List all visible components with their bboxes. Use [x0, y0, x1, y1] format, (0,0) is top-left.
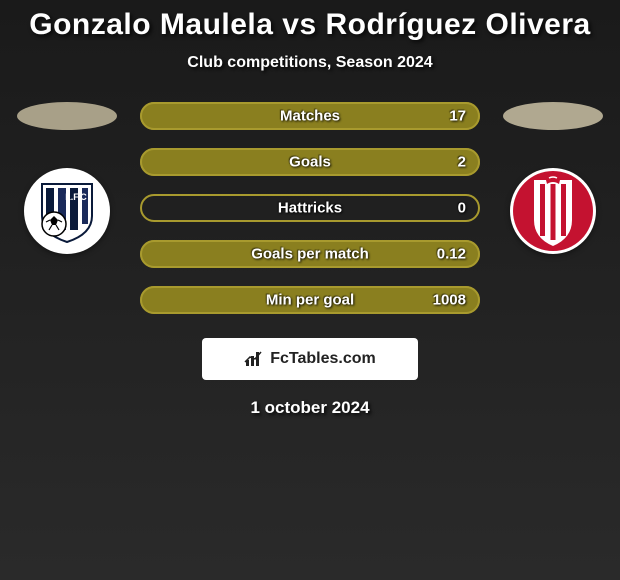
- subtitle: Club competitions, Season 2024: [0, 54, 620, 72]
- shield-icon: L.F.C: [32, 176, 102, 246]
- stat-value-right: 1008: [433, 292, 466, 309]
- comparison-panel: L.F.C Matches 17 Goals 2 Hattricks 0 Goa…: [0, 102, 620, 314]
- stat-value-right: 0.12: [437, 246, 466, 263]
- stat-row-goals: Goals 2: [140, 148, 480, 176]
- stat-label: Matches: [280, 108, 340, 125]
- left-side: L.F.C: [12, 102, 122, 254]
- shield-icon: [512, 170, 594, 252]
- stat-label: Hattricks: [278, 200, 342, 217]
- stat-row-gpm: Goals per match 0.12: [140, 240, 480, 268]
- stat-row-matches: Matches 17: [140, 102, 480, 130]
- player-disc-right: [503, 102, 603, 130]
- stat-label: Min per goal: [266, 292, 354, 309]
- page-title: Gonzalo Maulela vs Rodríguez Olivera: [0, 0, 620, 42]
- date-label: 1 october 2024: [0, 398, 620, 418]
- stat-bars: Matches 17 Goals 2 Hattricks 0 Goals per…: [140, 102, 480, 314]
- stat-value-right: 0: [458, 200, 466, 217]
- stat-row-mpg: Min per goal 1008: [140, 286, 480, 314]
- stat-row-hattricks: Hattricks 0: [140, 194, 480, 222]
- svg-text:L.F.C: L.F.C: [65, 192, 87, 202]
- right-side: [498, 102, 608, 254]
- watermark-text: FcTables.com: [270, 350, 376, 368]
- stat-label: Goals per match: [251, 246, 369, 263]
- stat-label: Goals: [289, 154, 331, 171]
- stat-value-right: 2: [458, 154, 466, 171]
- stat-value-right: 17: [449, 108, 466, 125]
- chart-icon: [244, 350, 264, 368]
- right-club-logo: [510, 168, 596, 254]
- player-disc-left: [17, 102, 117, 130]
- left-club-logo: L.F.C: [24, 168, 110, 254]
- watermark: FcTables.com: [202, 338, 418, 380]
